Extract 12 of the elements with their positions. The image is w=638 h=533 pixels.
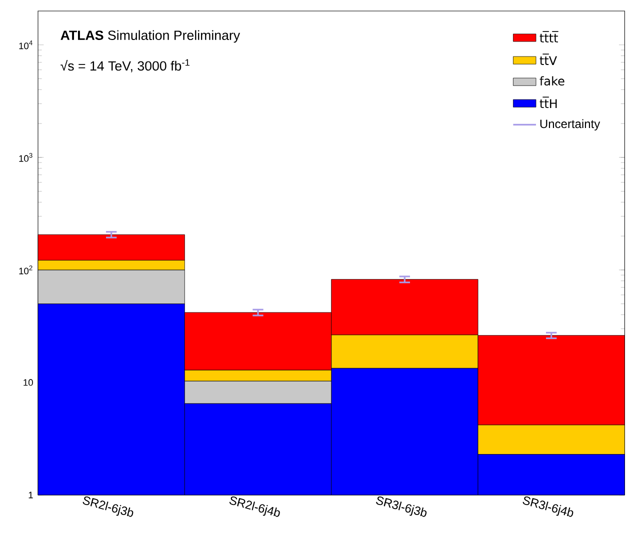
legend-label: tt̅V bbox=[540, 54, 557, 65]
legend-label: tt̅H bbox=[540, 96, 557, 108]
y-tick-label: 1 bbox=[28, 492, 33, 498]
annotation: Uncertainty bbox=[540, 119, 600, 130]
y-tick-label: 10$^{4}$ bbox=[19, 40, 32, 50]
y-tick-label: 10$^{3}$ bbox=[19, 153, 32, 162]
y-tick-label: 10 bbox=[24, 379, 33, 386]
legend-label: fake bbox=[540, 76, 564, 86]
text: ATLAS Simulation Preliminary bbox=[60, 30, 240, 43]
text: √s = 14 TeV, 3000 fb$^{-1}$ bbox=[60, 59, 190, 72]
legend-label: tt̅tt̅ bbox=[540, 31, 558, 42]
y-tick-label: 10$^{2}$ bbox=[19, 266, 32, 274]
